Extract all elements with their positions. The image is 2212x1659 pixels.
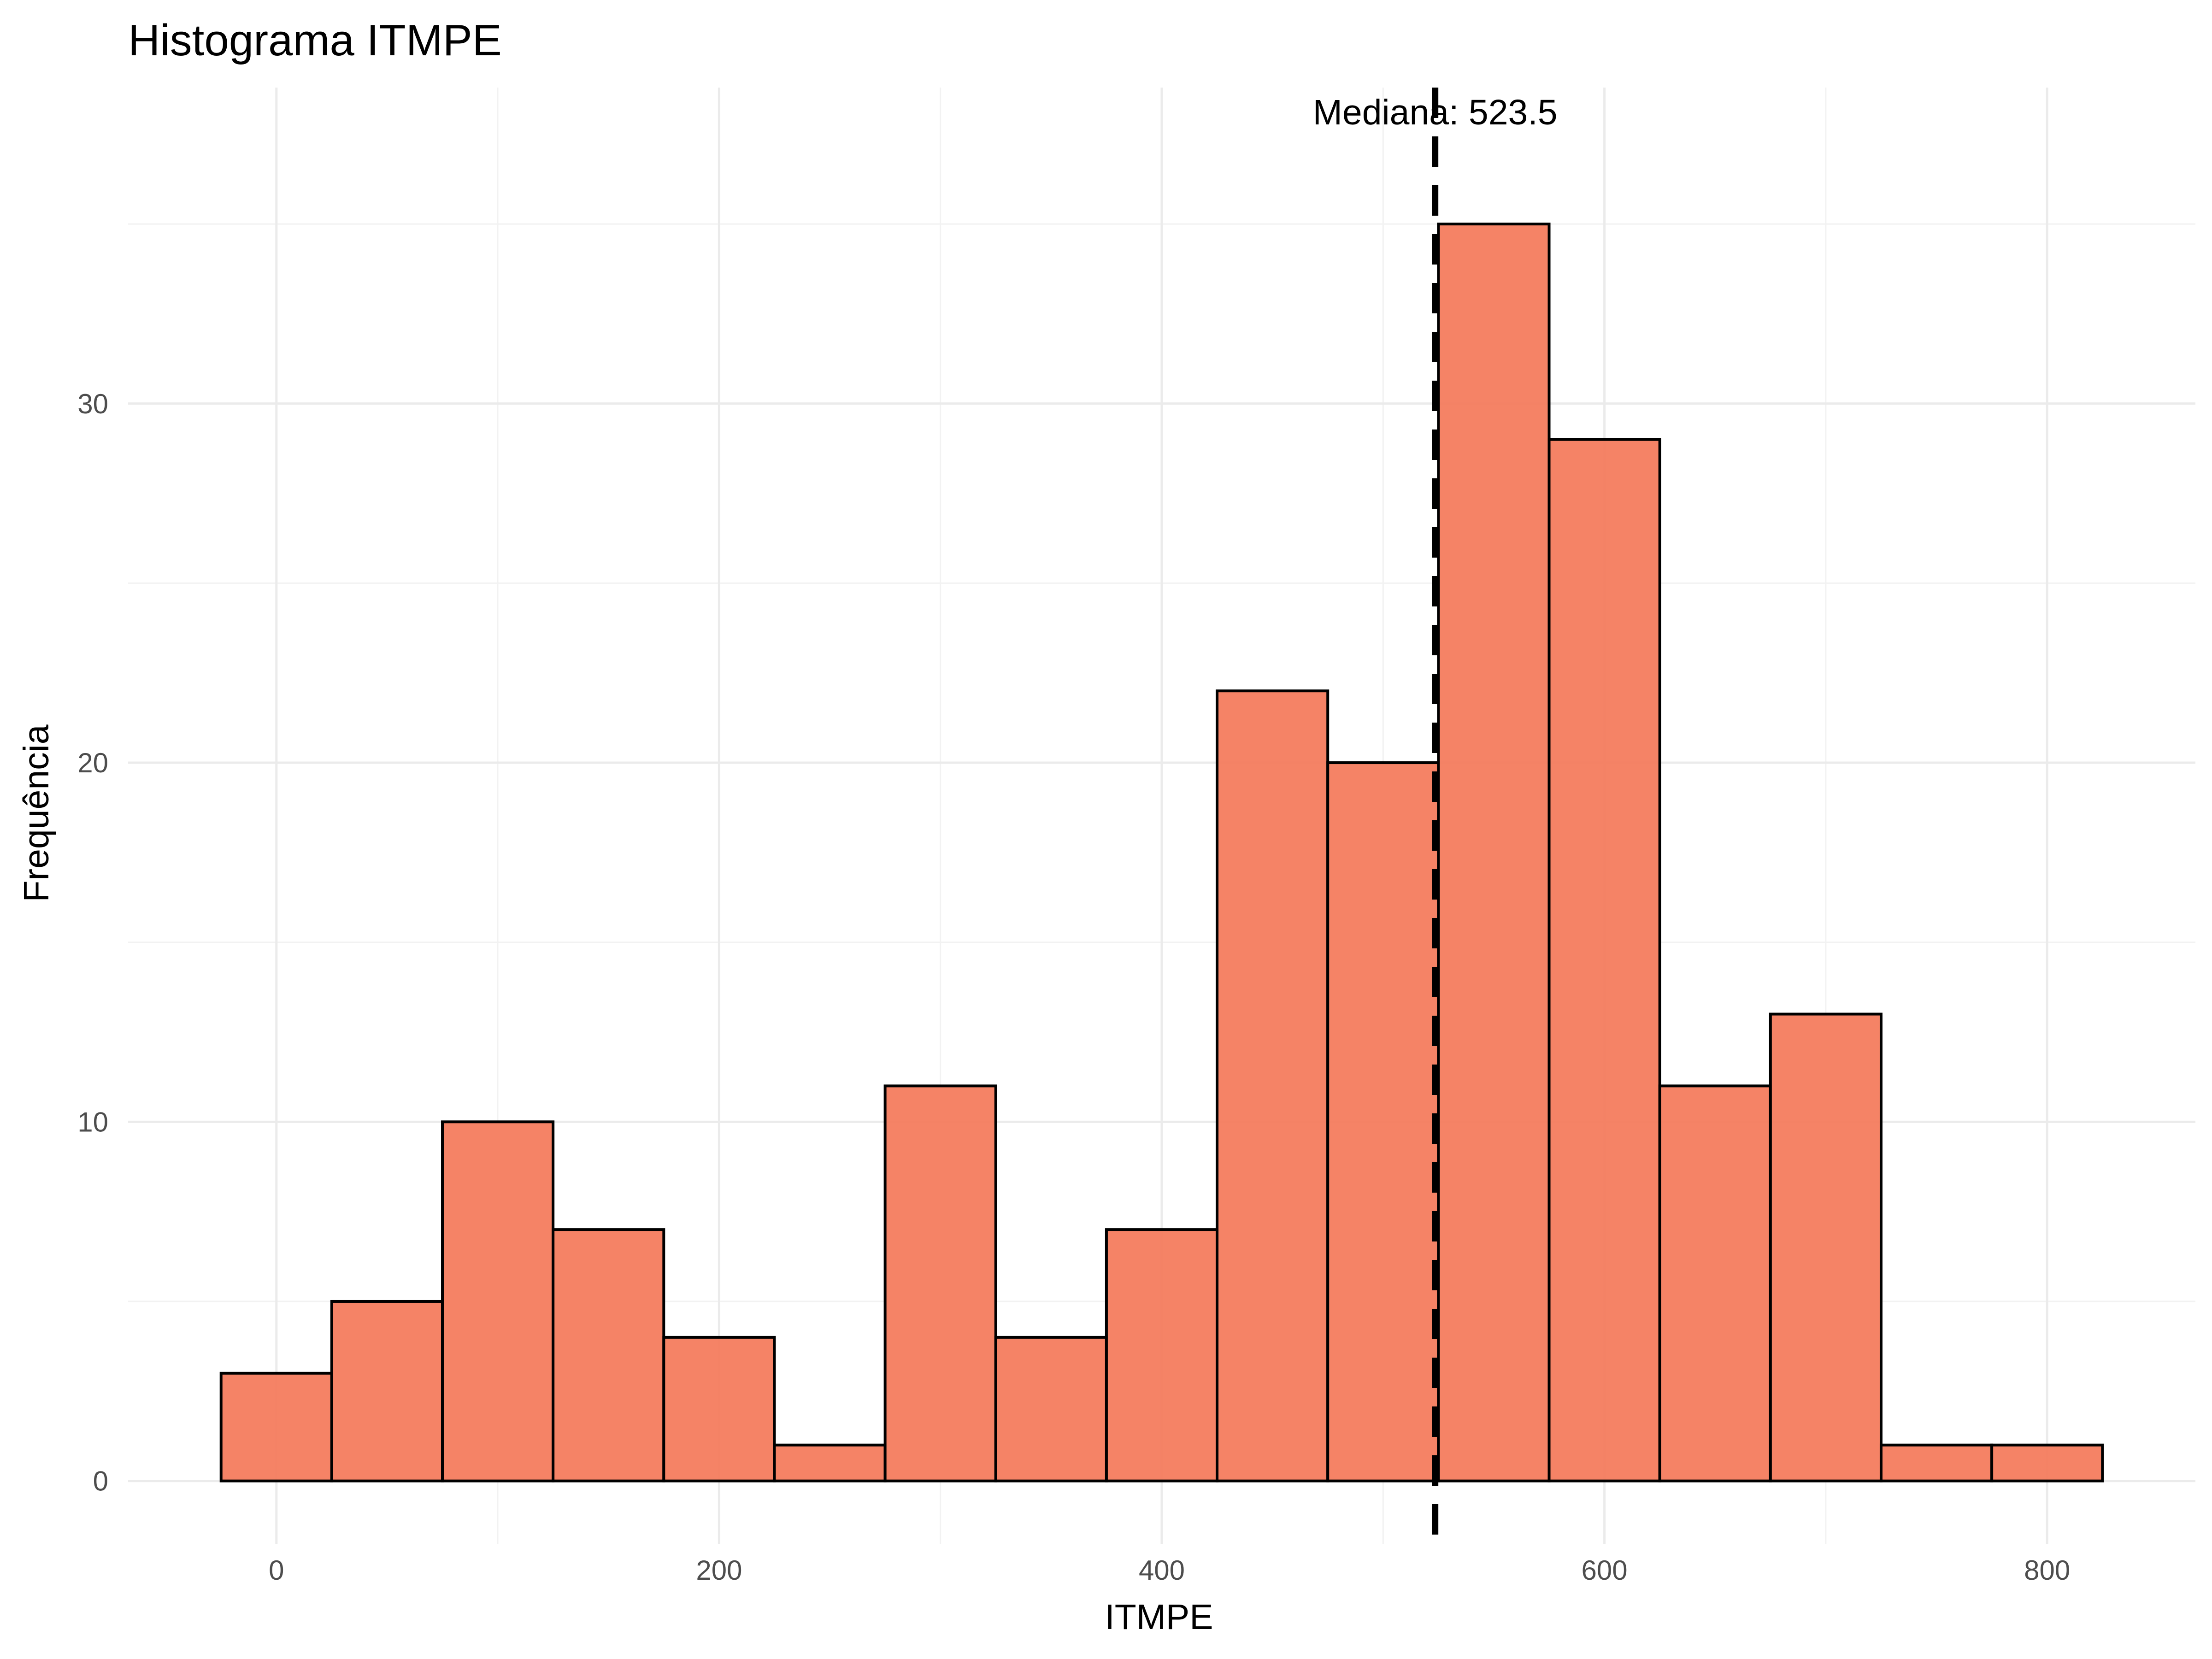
histogram-bar (1658, 1084, 1772, 1483)
y-tick-label: 30 (77, 388, 108, 419)
histogram-bar (994, 1335, 1108, 1483)
x-tick-label: 400 (1139, 1555, 1185, 1586)
histogram-bar (330, 1300, 444, 1483)
x-tick-label: 600 (1582, 1555, 1628, 1586)
histogram-bar (662, 1335, 776, 1483)
ticks-layer: 0 200 400 600 800 0 10 20 30 (77, 388, 2070, 1586)
y-axis-title: Frequência (17, 724, 56, 902)
x-axis-title: ITMPE (1105, 1597, 1213, 1637)
x-tick-label: 0 (269, 1555, 284, 1586)
histogram-bar (219, 1371, 333, 1483)
x-tick-label: 800 (2024, 1555, 2070, 1586)
bars-layer (219, 223, 2104, 1483)
histogram-bar (1990, 1443, 2104, 1483)
histogram-bar (441, 1120, 555, 1483)
histogram-bar (1437, 223, 1551, 1483)
chart-title: Histograma ITMPE (128, 16, 502, 65)
histogram-bar (1326, 761, 1440, 1483)
histogram-bar (552, 1228, 665, 1483)
y-tick-label: 10 (77, 1106, 108, 1137)
histogram-bar (1769, 1012, 1883, 1483)
histogram-bar (1216, 689, 1330, 1483)
histogram-bar (1105, 1228, 1219, 1483)
histogram-bar (883, 1084, 997, 1483)
y-tick-label: 20 (77, 747, 108, 778)
histogram-bar (773, 1443, 887, 1483)
x-tick-label: 200 (696, 1555, 742, 1586)
histogram-bar (1879, 1443, 1994, 1483)
y-tick-label: 0 (93, 1466, 108, 1497)
median-annotation: Mediana: 523.5 (1313, 93, 1558, 132)
histogram-bar (1547, 438, 1661, 1483)
